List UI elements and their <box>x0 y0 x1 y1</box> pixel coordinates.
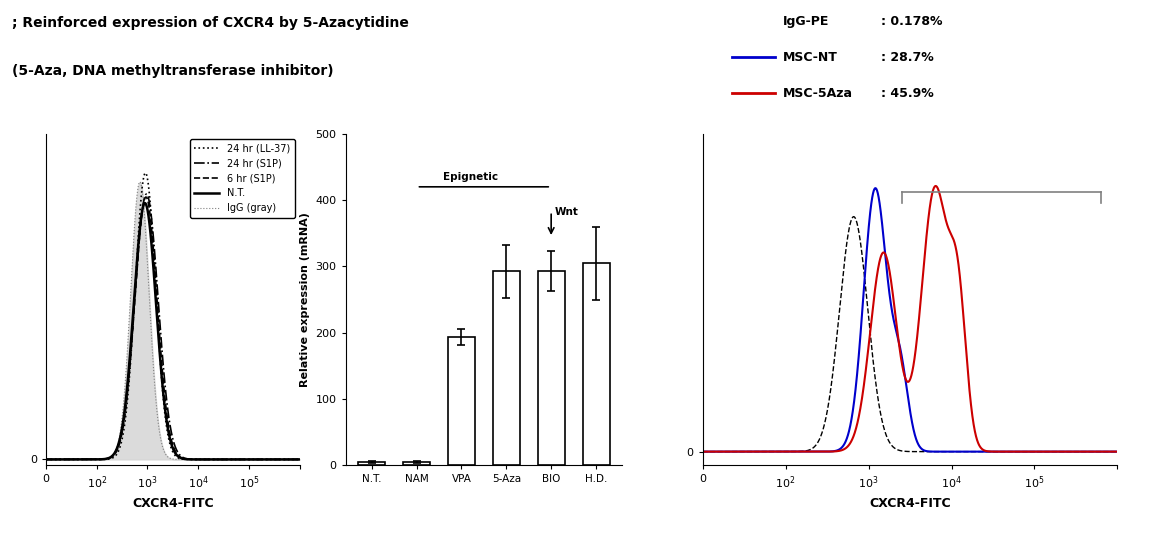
Text: ; Reinforced expression of CXCR4 by 5-Azacytidine: ; Reinforced expression of CXCR4 by 5-Az… <box>12 16 409 30</box>
Text: MSC-NT: MSC-NT <box>783 51 839 64</box>
Bar <box>493 271 520 465</box>
Text: MSC-5Aza: MSC-5Aza <box>783 87 854 100</box>
Y-axis label: Relative expression (mRNA): Relative expression (mRNA) <box>300 212 310 387</box>
Text: : 0.178%: : 0.178% <box>881 15 942 28</box>
Legend: 24 hr (LL-37), 24 hr (S1P), 6 hr (S1P), N.T., IgG (gray): 24 hr (LL-37), 24 hr (S1P), 6 hr (S1P), … <box>190 139 295 218</box>
Text: Epignetic: Epignetic <box>442 172 498 182</box>
Bar <box>448 338 475 465</box>
Text: IgG-PE: IgG-PE <box>783 15 829 28</box>
Bar <box>403 462 430 465</box>
Bar <box>583 263 609 465</box>
Text: : 45.9%: : 45.9% <box>881 87 934 100</box>
Text: : 28.7%: : 28.7% <box>881 51 934 64</box>
Bar <box>358 462 385 465</box>
X-axis label: CXCR4-FITC: CXCR4-FITC <box>870 496 950 510</box>
Text: Wnt: Wnt <box>555 207 578 217</box>
Bar <box>538 271 564 465</box>
X-axis label: CXCR4-FITC: CXCR4-FITC <box>132 496 213 510</box>
Text: (5-Aza, DNA methyltransferase inhibitor): (5-Aza, DNA methyltransferase inhibitor) <box>12 64 333 78</box>
